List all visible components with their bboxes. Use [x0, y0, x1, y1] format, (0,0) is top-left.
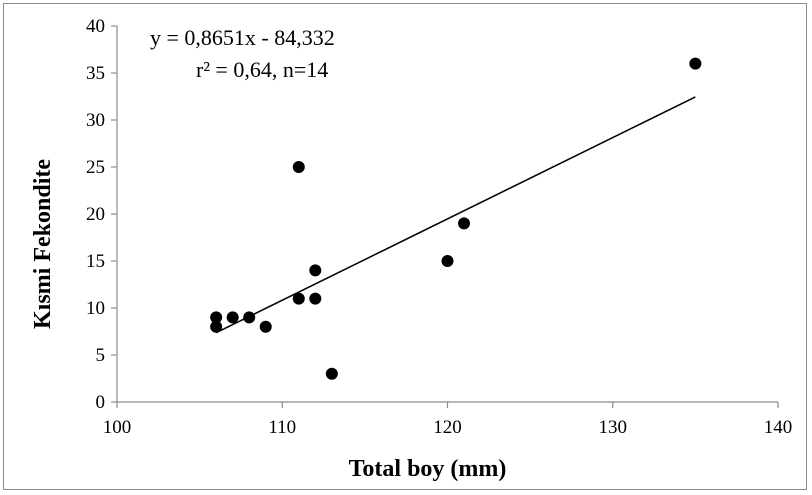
data-point — [292, 161, 305, 173]
x-tick-label: 110 — [268, 417, 296, 438]
data-point — [226, 311, 239, 324]
x-tick-label: 100 — [103, 417, 132, 438]
data-point — [441, 255, 454, 267]
y-tick-label: 0 — [96, 392, 106, 413]
data-point — [292, 292, 305, 305]
y-tick-label: 5 — [96, 345, 106, 366]
data-point — [458, 217, 471, 230]
y-tick-label: 10 — [86, 298, 105, 319]
x-tick-label: 120 — [433, 417, 462, 438]
x-tick-label: 130 — [599, 417, 628, 438]
data-point — [309, 264, 322, 277]
x-axis-title: Total boy (mm) — [349, 456, 507, 482]
chart-frame — [3, 3, 807, 490]
data-point — [210, 320, 223, 333]
y-tick-label: 20 — [86, 204, 105, 225]
x-tick-label: 140 — [764, 417, 793, 438]
data-point — [325, 367, 338, 380]
y-axis-title: Kısmi Fekondite — [30, 159, 56, 329]
stats-annotation: r² = 0,64, n=14 — [196, 57, 328, 82]
data-point — [243, 311, 256, 324]
y-tick-label: 30 — [86, 110, 105, 131]
data-point — [259, 320, 272, 333]
y-tick-label: 15 — [86, 251, 105, 272]
data-point — [689, 57, 702, 70]
equation-annotation: y = 0,8651x - 84,332 — [150, 25, 335, 50]
data-point — [210, 311, 223, 324]
trendline — [215, 96, 696, 334]
y-tick-label: 25 — [86, 157, 105, 178]
y-tick-label: 35 — [86, 63, 105, 84]
y-tick-label: 40 — [86, 16, 105, 37]
data-point — [309, 292, 322, 305]
